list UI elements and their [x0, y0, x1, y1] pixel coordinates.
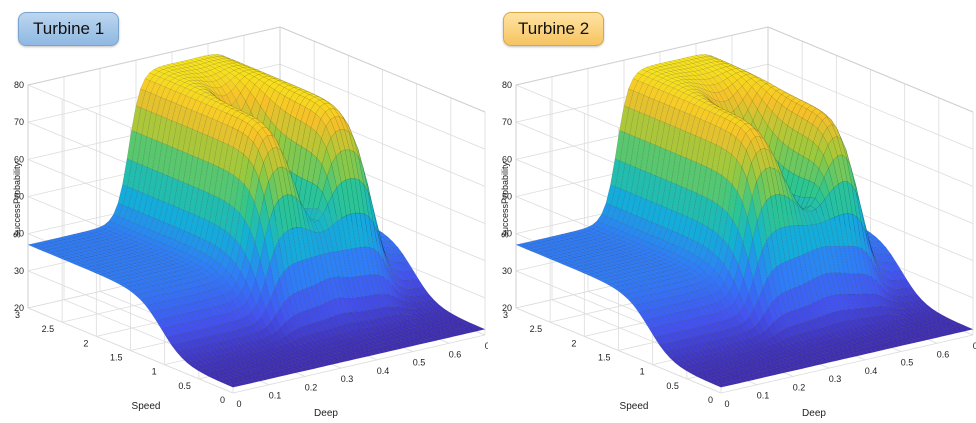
x-axis-label: Deep	[802, 408, 826, 419]
z-tick-label: 50	[14, 192, 24, 202]
x-tick-label: 0.3	[341, 374, 354, 384]
x-tick-label: 0.1	[757, 391, 770, 401]
x-tick-label: 0.6	[449, 349, 462, 359]
z-tick-label: 80	[14, 80, 24, 90]
grid-line	[720, 334, 974, 394]
x-tick-label: 0.7	[485, 341, 488, 351]
surface	[27, 54, 486, 388]
surface-patch	[906, 286, 917, 295]
y-tick-label: 2.5	[530, 324, 543, 334]
axis-box-edge	[515, 26, 769, 86]
x-tick-label: 0	[724, 399, 729, 409]
z-tick-label: 50	[502, 192, 512, 202]
x-tick-label: 0.4	[865, 366, 878, 376]
grid-line	[232, 334, 486, 394]
x-tick-label: 0.7	[973, 341, 976, 351]
surface-patch	[418, 286, 429, 295]
y-tick-label: 1	[152, 367, 157, 377]
surface-patch	[896, 270, 907, 281]
axis-box-edge	[27, 26, 281, 86]
turbine-2-chart: 0 0.1 0.2 0.3 0.4 0.5 0.6 0.7 0 0.5 1 1.5 2 2.5 320 30 4…	[488, 0, 976, 423]
surface-patch	[735, 68, 746, 72]
z-tick-label: 40	[14, 229, 24, 239]
x-tick-label: 0.2	[793, 382, 806, 392]
z-tick-label: 60	[14, 154, 24, 164]
x-tick-label: 0	[236, 399, 241, 409]
x-tick-label: 0.3	[829, 374, 842, 384]
z-tick-label: 80	[502, 80, 512, 90]
z-axis-label: SuccessProbability	[12, 161, 22, 238]
axis-box-edge	[767, 26, 974, 113]
z-tick-label: 30	[502, 266, 512, 276]
y-axis-label: Speed	[132, 401, 161, 412]
chart-title-badge: Turbine 2	[503, 12, 605, 46]
surface-patch	[962, 326, 974, 331]
z-tick-label: 60	[502, 154, 512, 164]
y-tick-label: 0	[220, 395, 225, 405]
surface-patch	[901, 278, 912, 288]
surface-plot: 0 0.1 0.2 0.3 0.4 0.5 0.6 0.7 0 0.5 1 1.5 2 2.5 320 30 4…	[500, 26, 976, 419]
z-axis-label: SuccessProbability	[500, 161, 510, 238]
y-tick-label: 0.5	[178, 381, 191, 391]
x-tick-label: 0.5	[413, 358, 426, 368]
y-tick-label: 2	[83, 338, 88, 348]
z-tick-label: 70	[502, 117, 512, 127]
y-tick-label: 2.5	[42, 324, 55, 334]
y-axis-label: Speed	[620, 401, 649, 412]
surface	[515, 54, 974, 388]
z-tick-label: 40	[502, 229, 512, 239]
y-tick-label: 3	[503, 310, 508, 320]
y-tick-label: 0.5	[666, 381, 679, 391]
y-tick-label: 1	[640, 367, 645, 377]
x-tick-label: 0.2	[305, 382, 318, 392]
surface-patch	[413, 278, 424, 288]
x-tick-label: 0.6	[937, 349, 950, 359]
chart-title-badge: Turbine 1	[18, 12, 120, 46]
x-axis-label: Deep	[314, 408, 338, 419]
turbine-1-chart: 0 0.1 0.2 0.3 0.4 0.5 0.6 0.7 0 0.5 1 1.5 2 2.5 320 30 4…	[12, 12, 488, 419]
x-tick-label: 0.1	[269, 391, 282, 401]
y-tick-label: 0	[708, 395, 713, 405]
x-tick-label: 0.5	[901, 358, 914, 368]
y-tick-label: 2	[571, 338, 576, 348]
y-tick-label: 1.5	[110, 353, 123, 363]
surface-patch	[792, 194, 803, 210]
z-tick-label: 20	[502, 303, 512, 313]
surface-patch	[408, 270, 419, 281]
surface-plot: 0 0.1 0.2 0.3 0.4 0.5 0.6 0.7 0 0.5 1 1.5 2 2.5 320 30 4…	[12, 26, 488, 419]
y-tick-label: 3	[15, 310, 20, 320]
y-tick-label: 1.5	[598, 353, 611, 363]
x-tick-label: 0.4	[377, 366, 390, 376]
z-tick-label: 70	[14, 117, 24, 127]
axis-box-edge	[279, 26, 486, 113]
z-tick-label: 30	[14, 266, 24, 276]
surface-patch	[474, 326, 486, 331]
z-tick-label: 20	[14, 303, 24, 313]
